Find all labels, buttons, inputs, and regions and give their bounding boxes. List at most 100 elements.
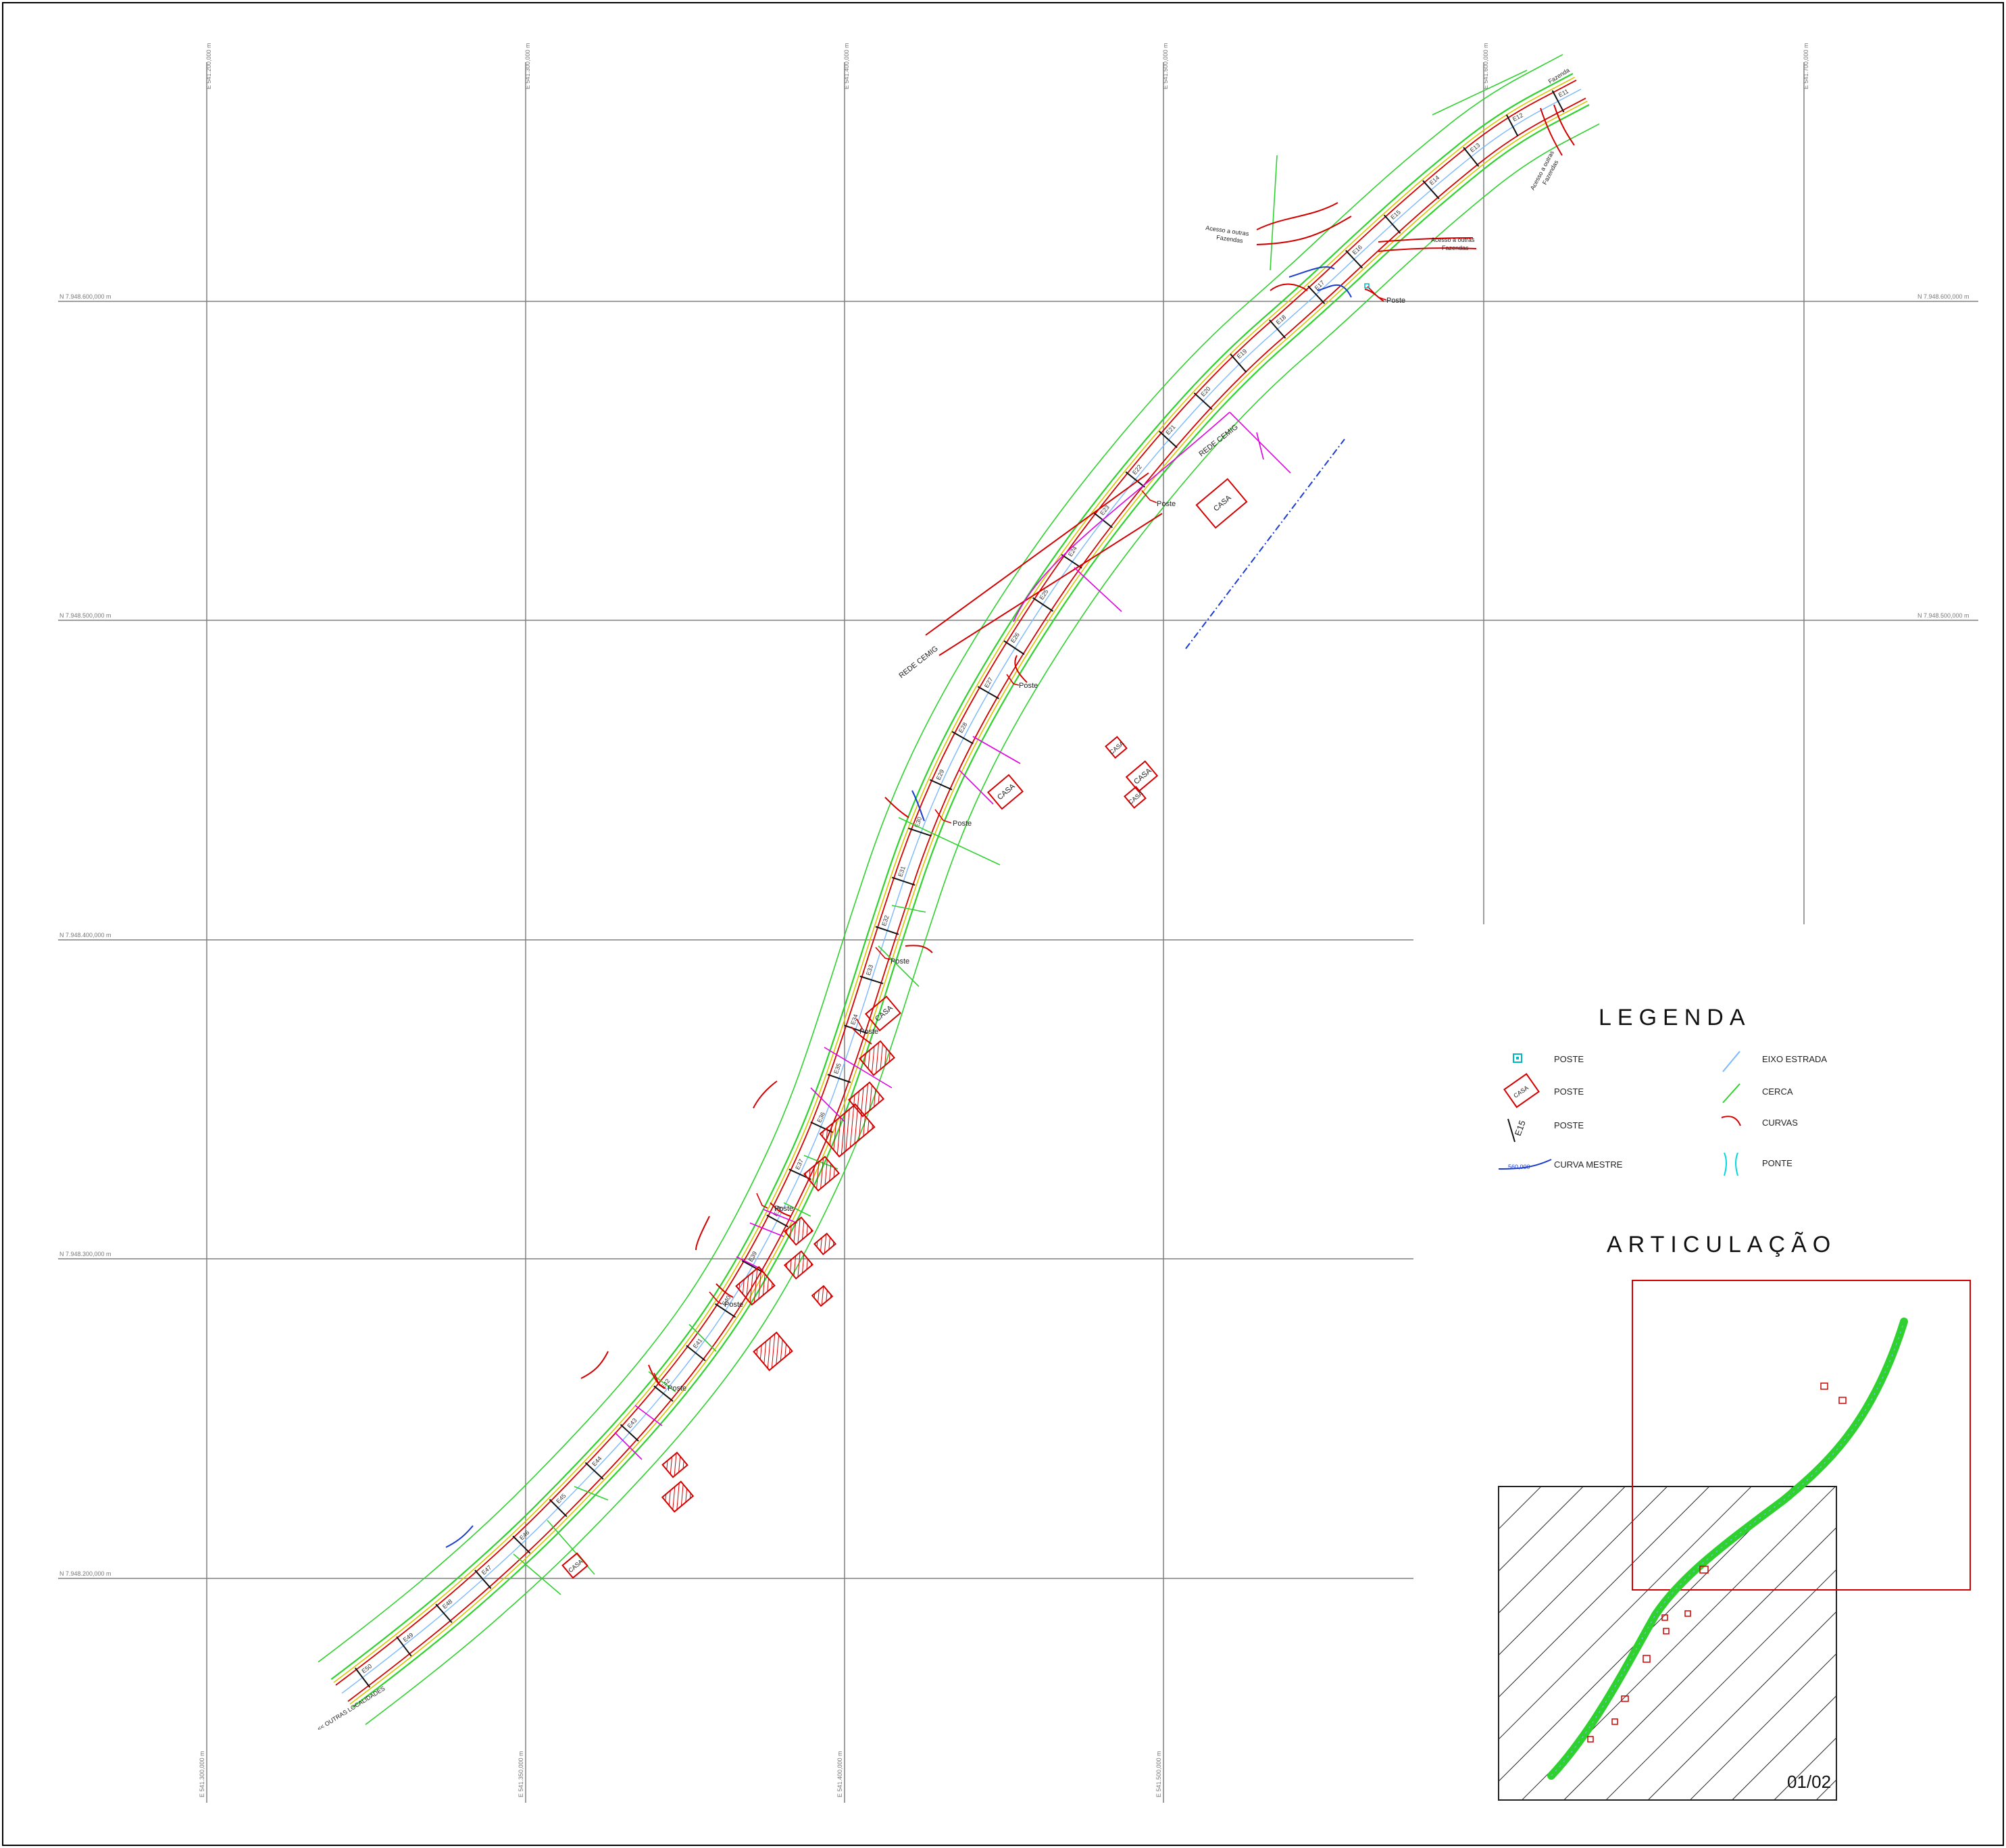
poste-label: Poste [1386,297,1405,305]
station-tick [1307,285,1326,305]
poste-label: Poste [953,820,972,828]
station-tick [844,1024,868,1034]
station-tick [1551,90,1565,113]
easting-label: E 541.350,000 m [518,1751,524,1797]
easting-label: E 541.400,000 m [843,43,850,89]
northing-label: N 7.948.600,000 m [1917,293,1970,300]
station-label: E45 [555,1492,567,1504]
bridge-icon [1724,1152,1738,1176]
station-icon: E15 [1507,1118,1528,1143]
station-tick [396,1636,412,1657]
station-tick [875,926,899,935]
station-tick [891,876,916,886]
legend-label: CURVAS [1762,1118,1798,1128]
house-hatched [783,1216,814,1246]
fence-line [318,53,1563,1663]
station-label: E13 [1469,142,1482,154]
house-hatched [753,1331,793,1372]
outras-localidades-label: << OUTRAS LOCALIDADES [316,1685,386,1732]
legend-label: PONTE [1762,1158,1792,1168]
access-label: Acesso a outras [1431,236,1475,243]
station-tick [512,1535,531,1554]
map-annotations: REDE CEMIG REDE CEMIG Acesso a outras Fa… [316,67,1571,1732]
station-label: E44 [591,1455,603,1468]
house-hatched [813,1232,837,1255]
station-tick [549,1499,568,1518]
station-label: E16 [1351,244,1364,256]
casa-icon: CASA [1503,1073,1540,1108]
northing-label: N 7.948.300,000 m [59,1251,111,1257]
poste-label: Poste [774,1205,793,1213]
station-label: E22 [1131,464,1143,476]
poste-markers: Poste Poste Poste Poste Poste Poste Post… [653,283,1405,1393]
side-fences [513,70,1528,1595]
articulation-title: ARTICULAÇÃO [1607,1232,1836,1257]
road-edge-line [333,76,1576,1683]
poste-label: Poste [724,1301,743,1309]
inset-houses [1587,1382,1847,1743]
fence-line [330,73,1574,1680]
legend-label: EIXO ESTRADA [1762,1054,1827,1064]
access-roads [580,104,1575,1389]
station-tick [766,1214,788,1228]
northing-label: N 7.948.500,000 m [1917,612,1970,619]
rede-cemig-label: REDE CEMIG [1197,423,1239,458]
station-tick [1125,471,1145,488]
station-tick [929,779,953,791]
station-tick [584,1462,604,1480]
legend-label: POSTE [1554,1120,1584,1130]
easting-label: E 541.700,000 m [1803,43,1809,89]
easting-label: E 541.300,000 m [199,1751,205,1797]
contour-lines [445,266,1352,1548]
station-label: E14 [1428,174,1441,186]
house-hatched [661,1480,695,1513]
station-tick [1003,640,1025,655]
easting-label: E 541.300,000 m [524,43,531,89]
station-tick [1422,180,1440,199]
fence-line [351,104,1590,1708]
road-axis-line [341,89,1582,1694]
station-label: E31 [897,866,907,878]
legend-label: CURVA MESTRE [1554,1159,1623,1170]
station-tick [474,1570,492,1589]
station-label: E15 [1389,209,1402,221]
poste-label: Poste [859,1028,878,1036]
northing-label: N 7.948.400,000 m [59,932,111,939]
station-label: E35 [832,1062,843,1074]
rede-cemig-label: REDE CEMIG [897,645,939,680]
coordinate-grid [58,62,1978,1803]
curve-icon [1721,1116,1741,1126]
northing-label: N 7.948.500,000 m [59,612,111,619]
station-label: E21 [1164,424,1176,436]
station-tick [1505,114,1519,137]
house-hatched [858,1040,896,1076]
easting-label: E 541.200,000 m [205,43,212,89]
station-tick [1032,597,1054,612]
sheet-01-extent [1632,1280,1971,1591]
easting-label: E 541.400,000 m [836,1751,843,1797]
station-tick [859,975,884,984]
station-tick [908,827,932,837]
station-tick [354,1667,371,1688]
station-tick [1345,249,1363,269]
station-label: E34 [849,1014,859,1026]
house-outline: CASA [1124,786,1147,809]
poste-icon [1364,283,1370,289]
house-outline: CASA [561,1552,588,1579]
sheet-number: 01/02 [1787,1772,1831,1792]
house-hatched [661,1451,688,1478]
house-hatched [819,1103,876,1158]
station-label: E20 [1199,385,1211,398]
station-tick [1383,214,1401,234]
house-hatched [783,1250,814,1280]
house-outline: CASA [1105,736,1128,759]
fence-line [365,123,1600,1725]
station-label: E33 [865,964,874,976]
house-outline: CASA [1125,760,1159,793]
station-label: E32 [880,914,891,926]
road-axis-icon [1722,1051,1740,1072]
station-tick [1269,319,1286,339]
sheet-02-extent [1498,1486,1837,1801]
station-tick [715,1303,736,1318]
